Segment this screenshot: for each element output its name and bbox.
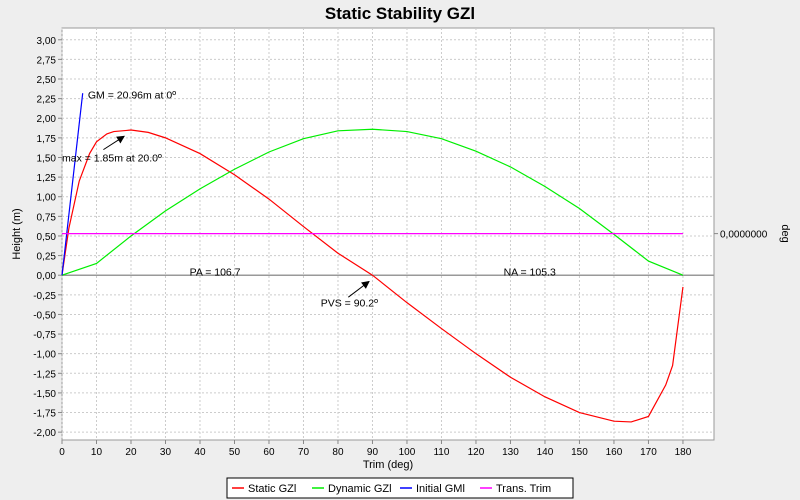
x-tick-label: 0 (59, 447, 65, 458)
x-tick-label: 120 (468, 447, 485, 458)
x-tick-label: 110 (433, 447, 449, 458)
y-tick-label: 2,75 (37, 55, 57, 66)
x-axis-label: Trim (deg) (363, 459, 413, 471)
x-tick-label: 180 (675, 447, 692, 458)
y-tick-label: -0,25 (33, 291, 56, 302)
series-dynamic-gzl (61, 128, 684, 276)
annotation: PA = 106.7 (190, 266, 241, 278)
x-tick-label: 100 (399, 447, 416, 458)
annotation: PVS = 90.2º (321, 298, 378, 310)
annotation: max = 1.85m at 20.0º (62, 152, 162, 164)
y-tick-label: 1,75 (37, 134, 57, 145)
x-tick-label: 150 (571, 447, 588, 458)
y-tick-label: -1,50 (33, 389, 56, 400)
x-tick-label: 80 (332, 447, 344, 458)
y-tick-label: 0,25 (37, 252, 57, 263)
series-static-gzl (61, 129, 684, 423)
annotation-arrow (348, 280, 370, 298)
y-tick-label: 3,00 (37, 36, 57, 47)
x-tick-label: 130 (502, 447, 519, 458)
x-tick-label: 140 (537, 447, 554, 458)
y-tick-label: -1,25 (33, 369, 56, 380)
x-tick-label: 10 (91, 447, 103, 458)
x-tick-label: 90 (367, 447, 379, 458)
x-tick-label: 170 (640, 447, 657, 458)
y-tick-label: -1,75 (33, 409, 56, 420)
annotation: NA = 105.3 (504, 266, 556, 278)
legend-label: Dynamic GZl (328, 483, 392, 495)
y-tick-label: 2,25 (37, 95, 57, 106)
y-axis-label: Height (m) (11, 208, 23, 259)
y-tick-label: 1,00 (37, 193, 57, 204)
y-tick-label: 0,00 (37, 271, 57, 282)
y-tick-label: -0,75 (33, 330, 56, 341)
x-tick-label: 20 (125, 447, 137, 458)
y-tick-label: 2,00 (37, 114, 57, 125)
annotation: GM = 20.96m at 0º (88, 90, 176, 102)
right-axis-label: deg (779, 224, 791, 242)
x-tick-label: 70 (298, 447, 310, 458)
legend-label: Static GZl (248, 483, 296, 495)
y-tick-label: -2,00 (33, 428, 56, 439)
y-tick-label: 1,25 (37, 173, 57, 184)
legend-label: Initial GMl (416, 483, 465, 495)
legend-label: Trans. Trim (496, 483, 551, 495)
y-tick-label: -1,00 (33, 350, 56, 361)
x-tick-label: 50 (229, 447, 241, 458)
chart-title: Static Stability GZl (325, 4, 475, 23)
y-tick-label: 0,75 (37, 212, 57, 223)
x-tick-label: 60 (263, 447, 275, 458)
x-tick-label: 40 (194, 447, 206, 458)
x-tick-label: 160 (606, 447, 623, 458)
y-tick-label: 1,50 (37, 153, 57, 164)
annotation-arrow (103, 135, 125, 151)
y-tick-label: 0,50 (37, 232, 57, 243)
right-axis-tick-label: 0,0000000 (720, 230, 768, 241)
y-tick-label: -0,50 (33, 310, 56, 321)
y-tick-label: 2,50 (37, 75, 57, 86)
series-initial-gml (61, 93, 84, 276)
x-tick-label: 30 (160, 447, 172, 458)
